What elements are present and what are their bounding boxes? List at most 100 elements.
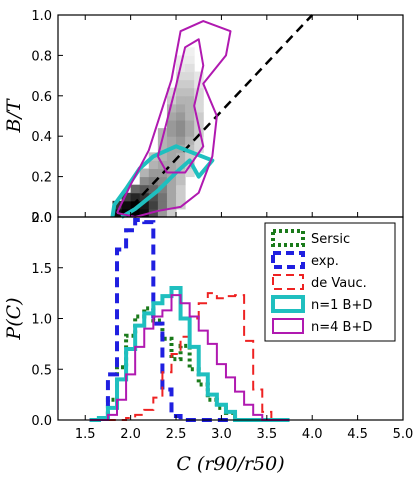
x-tick-label: 1.5	[75, 427, 96, 442]
density-cell	[166, 208, 177, 218]
density-cell	[176, 120, 186, 129]
legend: Sersic exp. de Vauc. n=1 B+D n=4 B+D	[264, 222, 396, 342]
y-tick-label: 1.0	[31, 313, 52, 328]
density-cell	[157, 152, 168, 161]
density-cell	[176, 200, 186, 210]
density-cell	[166, 152, 177, 161]
density-cell	[194, 103, 204, 113]
density-cell	[148, 168, 159, 178]
density-cell	[194, 128, 204, 137]
density-cell	[176, 103, 186, 113]
density-cell	[148, 184, 159, 194]
density-cell	[166, 184, 177, 194]
density-cell	[166, 120, 177, 129]
x-tick-label: 5.0	[393, 427, 414, 442]
density-cell	[166, 136, 177, 145]
density-cell	[157, 208, 168, 218]
density-cell	[176, 95, 186, 105]
legend-swatch	[271, 229, 305, 247]
legend-label: exp.	[311, 254, 339, 269]
density-cell	[176, 128, 186, 137]
density-cell	[185, 55, 195, 64]
density-cell	[157, 144, 168, 153]
density-cell	[176, 111, 186, 121]
y-tick-label: 0.5	[31, 363, 52, 378]
density-cell	[130, 184, 141, 194]
top-contours	[110, 20, 232, 219]
density-cell	[148, 160, 159, 170]
density-cell	[121, 200, 132, 210]
density-cell	[176, 184, 186, 194]
legend-swatch	[271, 295, 305, 313]
legend-box	[264, 222, 396, 342]
top-panel: 0.0 0.2 0.4 0.6 0.8 1.0 B/T	[3, 9, 404, 226]
y-tick-label: 0.0	[31, 414, 52, 429]
density-cell	[157, 184, 168, 194]
density-cell	[185, 168, 195, 178]
y-tick-label: 0.8	[31, 49, 52, 64]
density-cell	[130, 192, 141, 202]
density-cell	[166, 103, 177, 113]
density-cell	[166, 111, 177, 121]
top-axes-frame	[57, 14, 404, 218]
y-tick-label: 0.2	[31, 171, 52, 186]
density-cell	[176, 152, 186, 161]
histogram-n-1-b-d	[89, 286, 290, 422]
y-tick-label: 1.5	[31, 262, 52, 277]
x-tick-label: 2.5	[166, 427, 187, 442]
density-cell	[166, 87, 177, 97]
density-cell	[185, 144, 195, 153]
density-cell	[194, 144, 204, 153]
density-cell	[166, 200, 177, 210]
legend-label: de Vauc.	[311, 276, 367, 291]
density-cell	[139, 192, 150, 202]
density-cell	[130, 200, 141, 210]
x-tick-label: 4.5	[347, 427, 368, 442]
density-cell	[185, 120, 195, 129]
legend-label: n=4 B+D	[311, 320, 372, 335]
density-cell	[185, 95, 195, 105]
bottom-panel: 0.0 0.5 1.0 1.5 2.0 1.5 2.0 2.5 3.0 3.5 4.0 4.5 5.0…	[3, 211, 413, 475]
density-cell	[139, 208, 150, 218]
y-tick-label: 0.6	[31, 90, 52, 105]
density-cell	[157, 128, 168, 137]
density-cell	[194, 87, 204, 97]
top-y-axis-label: B/T	[3, 98, 25, 133]
density-cell	[139, 184, 150, 194]
y-tick-label: 0.0	[31, 211, 52, 226]
density-cell	[130, 208, 141, 218]
density-cell	[194, 136, 204, 145]
y-tick-label: 0.4	[31, 130, 52, 145]
x-tick-label: 4.0	[302, 427, 323, 442]
y-tick-label: 2.0	[31, 211, 52, 226]
density-cell	[139, 200, 150, 210]
density-cell	[176, 136, 186, 145]
density-cell	[112, 200, 123, 210]
density-cell	[176, 176, 186, 186]
density-cell	[176, 71, 186, 81]
density-cell	[176, 55, 186, 64]
top-x-tick-marks	[84, 15, 404, 217]
legend-swatch	[272, 318, 304, 334]
histogram-de-vauc-	[89, 292, 290, 421]
density-cell	[194, 111, 204, 121]
density-cell	[157, 200, 168, 210]
legend-label: n=1 B+D	[311, 298, 372, 313]
density-cell	[157, 176, 168, 186]
density-cell	[185, 63, 195, 73]
x-tick-label: 3.5	[256, 427, 277, 442]
density-cell	[185, 152, 195, 161]
density-cell	[185, 128, 195, 137]
density-cell	[194, 95, 204, 105]
density-cell	[166, 160, 177, 170]
density-cell	[148, 192, 159, 202]
histogram-n-4-b-d	[89, 294, 290, 421]
density-cell	[176, 192, 186, 202]
density-cell	[176, 160, 186, 170]
density-cell	[185, 103, 195, 113]
y-tick-label: 1.0	[31, 9, 52, 24]
density-cell	[176, 87, 186, 97]
density-cell	[148, 208, 159, 218]
bottom-y-ticks: 0.0 0.5 1.0 1.5 2.0	[31, 211, 63, 429]
x-tick-label: 3.0	[211, 427, 232, 442]
